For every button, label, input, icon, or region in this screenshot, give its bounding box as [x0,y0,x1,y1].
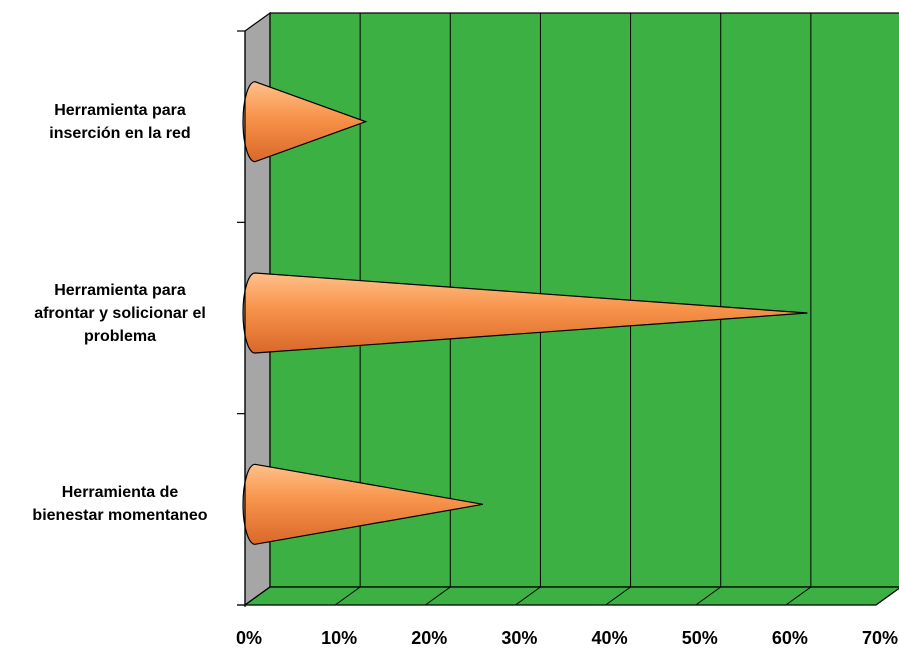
x-tick-label: 70% [862,628,898,648]
bar-cone [242,81,368,163]
x-tick-label: 30% [501,628,537,648]
category-label-line: inserción en la red [49,124,191,142]
category-label-line: afrontar y solicionar el [34,304,206,322]
bar-cone [242,463,483,545]
category-label-line: Herramienta para [54,281,186,299]
category-label-line: Herramienta de [61,484,179,502]
floor-gridline [875,587,899,606]
category-axis [237,30,246,607]
floor-gridline [244,586,271,606]
x-tick-label: 50% [682,628,718,648]
x-axis-tick-labels: 0% 10% 20% 30% 40% 50% 60% 70% [236,628,898,648]
bar-cone-body [242,81,368,163]
x-tick-label: 20% [411,628,447,648]
x-tick-label: 0% [236,628,262,648]
category-label-line: problema [83,327,156,345]
floor-gridline [695,586,722,606]
category-label: Herramienta de bienestar momentaneo [5,481,235,527]
category-label-line: Herramienta para [54,101,186,119]
x-tick-label: 60% [772,628,808,648]
floor-gridline [334,586,361,606]
floor-gridline [515,586,541,606]
category-label-line: bienestar momentaneo [32,507,208,525]
bar-cone-body [242,272,808,354]
floor-gridline [605,586,631,606]
floor [243,586,899,606]
x-tick-label: 10% [321,628,357,648]
bar-cone-body [242,463,483,545]
category-label: Herramienta para inserción en la red [5,99,235,145]
floor-gridline [785,586,812,606]
floor-gridline [424,586,451,606]
category-label: Herramienta para afrontar y solicionar el… [5,279,235,348]
bar-cone [242,272,808,354]
x-tick-label: 40% [592,628,628,648]
bars [242,81,808,545]
